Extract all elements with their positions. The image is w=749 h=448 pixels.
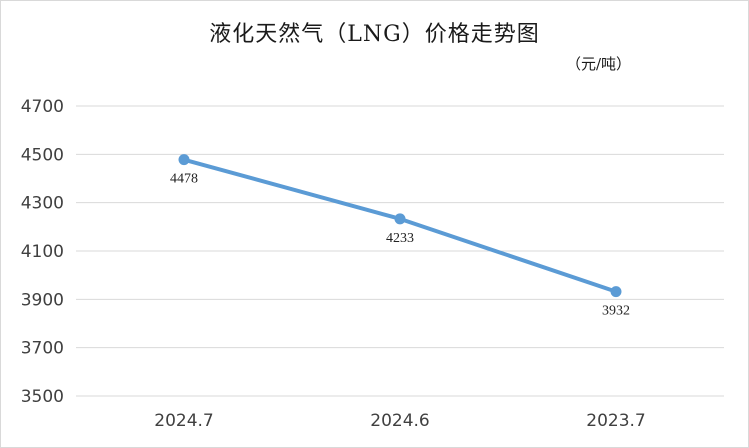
y-tick-label: 3500 bbox=[21, 387, 64, 407]
chart-title: 液化天然气（LNG）价格走势图 bbox=[209, 22, 540, 47]
data-label: 4478 bbox=[170, 172, 198, 187]
data-point bbox=[394, 213, 406, 225]
data-point bbox=[610, 286, 622, 298]
y-tick-label: 3700 bbox=[21, 339, 64, 359]
data-label: 3932 bbox=[602, 304, 630, 319]
x-tick-label: 2024.6 bbox=[370, 411, 429, 431]
y-tick-label: 4700 bbox=[21, 97, 64, 117]
y-tick-label: 4300 bbox=[21, 194, 64, 214]
unit-label: （元/吨） bbox=[565, 55, 631, 73]
y-tick-label: 4500 bbox=[21, 145, 64, 165]
gridlines bbox=[76, 105, 724, 397]
x-axis-ticks: 2024.7 2024.6 2023.7 bbox=[154, 411, 645, 431]
series-layer bbox=[178, 154, 622, 298]
x-tick-label: 2023.7 bbox=[586, 411, 645, 431]
series-line bbox=[182, 157, 618, 294]
x-tick-label: 2024.7 bbox=[154, 411, 213, 431]
data-point bbox=[178, 154, 190, 166]
data-labels: 4478 4233 3932 bbox=[170, 172, 630, 319]
y-tick-label: 4100 bbox=[21, 242, 64, 262]
data-label: 4233 bbox=[386, 231, 414, 246]
y-tick-label: 3900 bbox=[21, 290, 64, 310]
y-axis-ticks: 3500 3700 3900 4100 4300 4500 4700 bbox=[21, 97, 64, 407]
